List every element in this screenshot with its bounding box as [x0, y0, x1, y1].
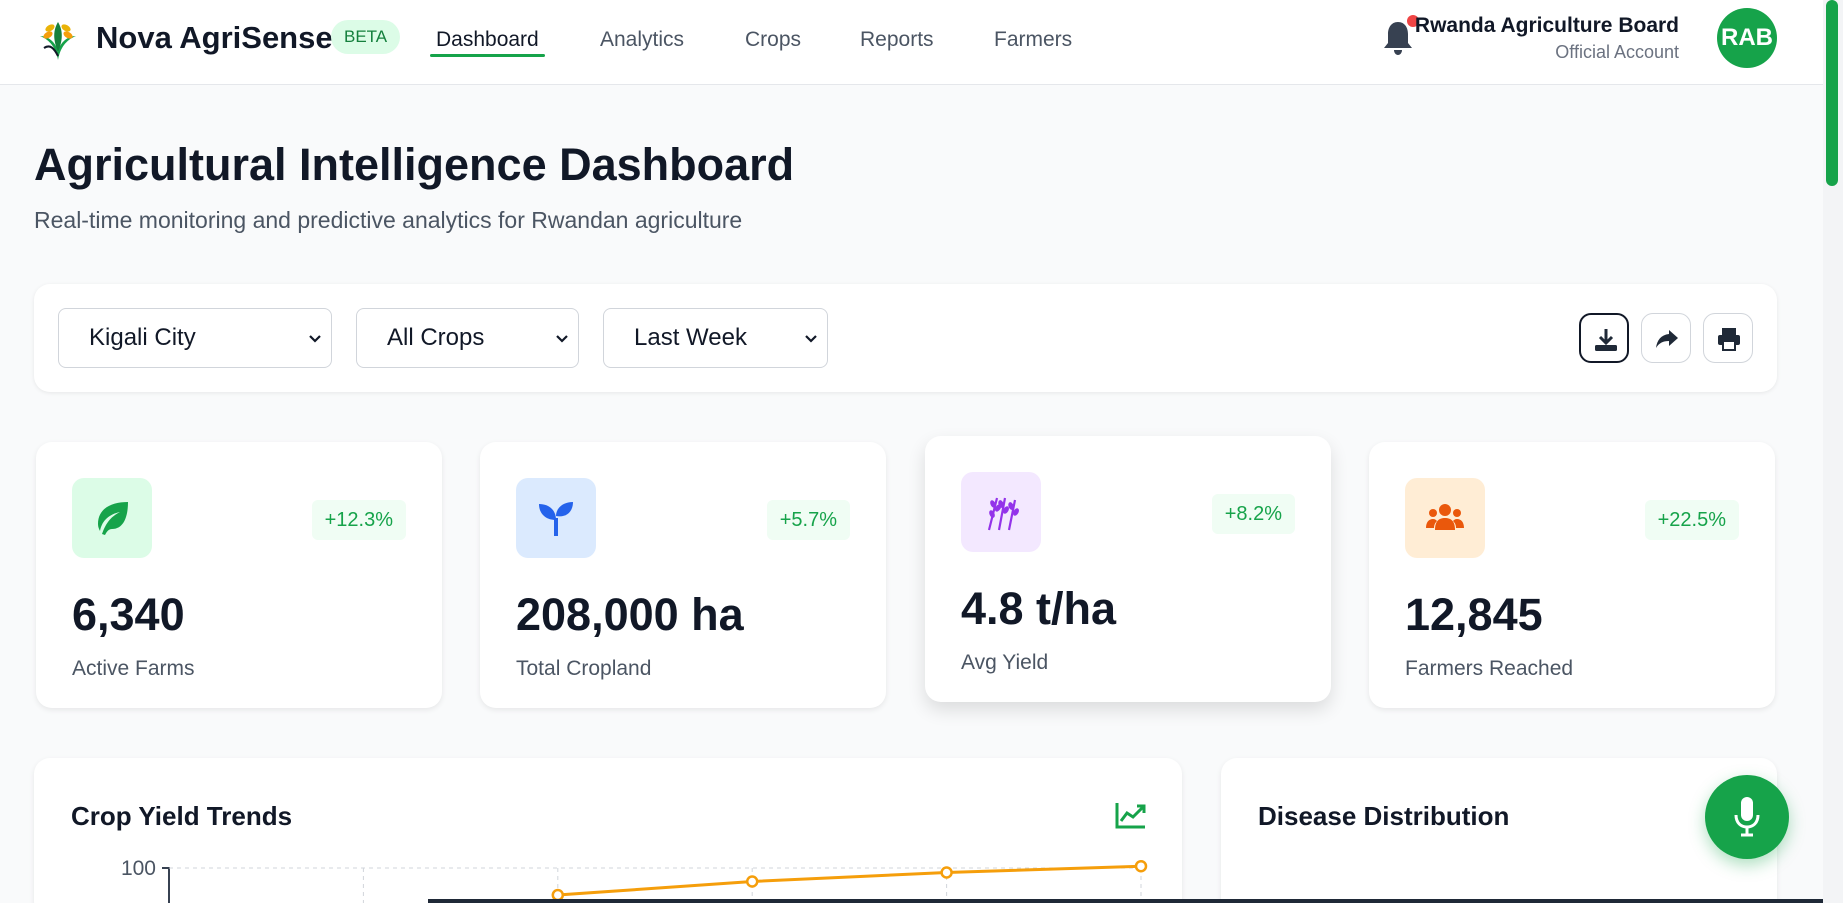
download-button[interactable]: [1579, 313, 1629, 363]
brand-name[interactable]: Nova AgriSense: [96, 20, 333, 55]
nav-crops[interactable]: Crops: [745, 28, 802, 51]
users-icon: [1426, 504, 1464, 530]
chevron-down-icon: [556, 335, 568, 343]
period-select-value: Last Week: [634, 324, 747, 351]
page-scrollbar[interactable]: [1823, 0, 1843, 903]
data-point[interactable]: [745, 875, 759, 888]
delta-badge: +12.3%: [311, 500, 406, 540]
stat-card-farmers-reached[interactable]: +22.5% 12,845 Farmers Reached: [1369, 442, 1775, 708]
chart-line-icon[interactable]: [1115, 801, 1147, 829]
crop-yield-trends-panel: [34, 758, 1182, 903]
share-icon: [1656, 330, 1678, 348]
nav-analytics[interactable]: Analytics: [600, 28, 685, 51]
data-point[interactable]: [1134, 859, 1148, 873]
avatar[interactable]: RAB: [1717, 8, 1777, 68]
page-title: Agricultural Intelligence Dashboard: [34, 139, 795, 190]
disease-distribution-title: Disease Distribution: [1258, 801, 1510, 831]
series-line: [557, 864, 1142, 897]
period-select[interactable]: Last Week: [603, 308, 828, 368]
delta-badge: +5.7%: [766, 500, 850, 540]
download-icon: [1595, 329, 1617, 351]
stat-value: 4.8 t/ha: [961, 583, 1117, 634]
beta-badge: BETA: [331, 20, 401, 54]
wheat-icon: [987, 497, 1019, 531]
notification-dot: [1407, 15, 1419, 27]
region-select-value: Kigali City: [89, 324, 196, 351]
stat-label: Farmers Reached: [1405, 657, 1574, 680]
stat-label: Total Cropland: [516, 657, 652, 680]
disease-distribution-panel: [1221, 758, 1777, 903]
crop-yield-chart-svg: 100: [121, 858, 1148, 903]
region-select[interactable]: Kigali City: [58, 308, 332, 368]
chevron-down-icon: [805, 335, 817, 343]
microphone-icon: [1734, 797, 1760, 837]
nav-farmers[interactable]: Farmers: [994, 28, 1073, 51]
delta-badge: +22.5%: [1644, 500, 1739, 540]
card-icon-bg: [516, 478, 596, 558]
stat-label: Avg Yield: [961, 651, 1049, 674]
crop-select-value: All Crops: [387, 324, 485, 351]
crop-select[interactable]: All Crops: [356, 308, 579, 368]
y-tick-label: 100: [121, 858, 156, 880]
card-icon-bg: [961, 472, 1041, 552]
card-icon-bg: [72, 478, 152, 558]
nav-dashboard[interactable]: Dashboard: [436, 28, 539, 51]
stat-value: 6,340: [72, 589, 185, 640]
stat-card-avg-yield[interactable]: +8.2% 4.8 t/ha Avg Yield: [925, 436, 1331, 702]
crop-yield-trends-title: Crop Yield Trends: [71, 801, 293, 831]
data-point[interactable]: [940, 866, 953, 879]
print-button[interactable]: [1703, 313, 1753, 363]
stat-label: Active Farms: [72, 657, 195, 680]
scrollbar-thumb[interactable]: [1826, 0, 1838, 186]
page-subtitle: Real-time monitoring and predictive anal…: [34, 207, 743, 233]
user-name: Rwanda Agriculture Board: [1414, 14, 1679, 37]
taskbar-edge: [428, 899, 1823, 903]
card-icon-bg: [1405, 478, 1485, 558]
delta-badge: +8.2%: [1211, 494, 1295, 534]
share-button[interactable]: [1641, 313, 1691, 363]
crop-yield-chart: 100: [34, 858, 1182, 903]
voice-assistant-button[interactable]: [1705, 775, 1789, 859]
top-header: Nova AgriSense BETA Dashboard Analytics …: [0, 0, 1823, 85]
nav-active-indicator: [430, 54, 545, 57]
stat-value: 12,845: [1405, 589, 1543, 640]
nav-reports[interactable]: Reports: [860, 28, 934, 51]
bell-icon[interactable]: [1380, 18, 1416, 58]
wheat-leaf-logo-icon[interactable]: [36, 18, 80, 62]
stat-card-total-cropland[interactable]: +5.7% 208,000 ha Total Cropland: [480, 442, 886, 708]
stat-card-active-farms[interactable]: +12.3% 6,340 Active Farms: [36, 442, 442, 708]
y-axis: [162, 867, 170, 903]
user-role: Official Account: [1555, 42, 1679, 62]
print-icon: [1718, 328, 1740, 351]
chevron-down-icon: [309, 335, 321, 343]
leaf-icon: [98, 502, 128, 535]
stat-value: 208,000 ha: [516, 589, 744, 640]
seedling-icon: [539, 502, 573, 536]
